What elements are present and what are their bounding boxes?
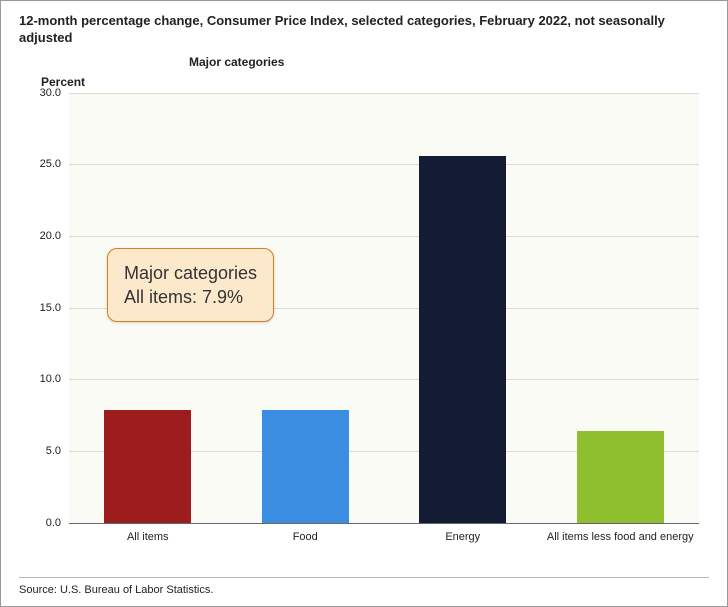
x-axis-labels: All items Food Energy All items less food a… <box>69 531 699 565</box>
y-tick-label: 20.0 <box>40 230 69 242</box>
x-tick-label: All items less food and energy <box>545 531 695 544</box>
x-tick-label: Energy <box>388 531 538 544</box>
x-tick-label: All items <box>73 531 223 544</box>
bar[interactable] <box>419 156 506 523</box>
tooltip: Major categoriesAll items: 7.9% <box>107 248 274 323</box>
gridline <box>69 93 699 94</box>
y-tick-label: 30.0 <box>40 87 69 99</box>
tooltip-line: All items: 7.9% <box>124 285 257 309</box>
y-tick-label: 15.0 <box>40 302 69 314</box>
gridline <box>69 379 699 380</box>
bar[interactable] <box>104 410 191 523</box>
y-tick-label: 0.0 <box>46 517 69 529</box>
plot-wrap: 0.05.010.015.020.025.030.0Major categori… <box>69 93 709 523</box>
chart-container: 12-month percentage change, Consumer Pri… <box>0 0 728 607</box>
y-tick-label: 25.0 <box>40 158 69 170</box>
tooltip-line: Major categories <box>124 261 257 285</box>
source-text: Source: U.S. Bureau of Labor Statistics. <box>19 577 709 596</box>
baseline <box>69 523 699 524</box>
bar[interactable] <box>577 431 664 523</box>
chart-title: 12-month percentage change, Consumer Pri… <box>19 13 709 47</box>
chart-subtitle: Major categories <box>189 55 709 69</box>
y-tick-label: 5.0 <box>46 445 69 457</box>
gridline <box>69 236 699 237</box>
gridline <box>69 164 699 165</box>
plot-area: 0.05.010.015.020.025.030.0Major categori… <box>69 93 699 523</box>
y-axis-label: Percent <box>41 75 709 89</box>
bar[interactable] <box>262 410 349 523</box>
y-tick-label: 10.0 <box>40 373 69 385</box>
x-tick-label: Food <box>230 531 380 544</box>
